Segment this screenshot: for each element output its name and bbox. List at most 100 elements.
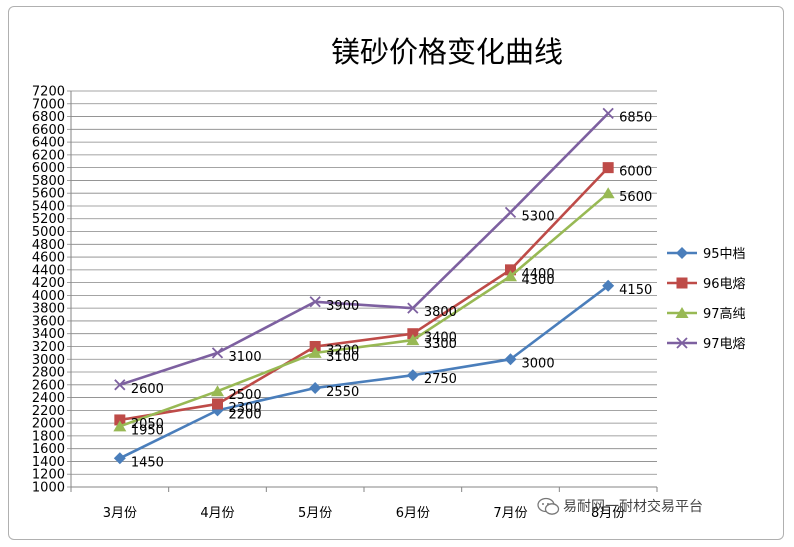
series — [113, 187, 615, 432]
data-point — [407, 302, 419, 314]
data-point — [211, 385, 224, 397]
y-tick-label: 2800 — [32, 366, 65, 381]
y-tick-label: 3600 — [32, 314, 65, 329]
data-point — [211, 347, 224, 359]
axes: 1000120014001600180020002200240026002800… — [32, 85, 658, 521]
data-label: 2550 — [326, 385, 359, 400]
y-tick-label: 3200 — [32, 340, 65, 355]
data-label: 6850 — [619, 110, 652, 125]
y-tick-label: 4200 — [32, 276, 65, 291]
y-tick-label: 5400 — [32, 199, 65, 214]
y-tick-label: 6600 — [32, 123, 65, 138]
y-tick-label: 2000 — [32, 417, 65, 432]
legend-label: 96电熔 — [703, 277, 746, 292]
data-label: 3900 — [326, 299, 359, 314]
watermark: 易耐网一耐材交易平台 — [537, 497, 703, 515]
data-point — [309, 296, 321, 308]
y-tick-label: 3000 — [32, 353, 65, 368]
x-tick-label: 8月份 — [591, 506, 625, 521]
y-tick-label: 6800 — [32, 110, 65, 125]
data-point — [601, 187, 615, 199]
data-point — [113, 420, 127, 432]
x-tick-label: 5月份 — [298, 506, 332, 521]
y-tick-label: 2200 — [32, 404, 65, 419]
data-label: 3100 — [229, 350, 262, 365]
y-tick-label: 7200 — [32, 85, 65, 100]
data-label: 6000 — [619, 165, 652, 180]
wechat-icon — [537, 497, 560, 515]
data-label: 5600 — [619, 190, 652, 205]
data-point — [308, 346, 322, 358]
data-point — [113, 452, 126, 465]
data-point — [504, 206, 517, 218]
x-tick-label: 7月份 — [493, 506, 527, 521]
data-point — [309, 382, 322, 394]
data-label: 3400 — [424, 331, 457, 346]
data-label: 3800 — [424, 305, 457, 320]
data-point — [602, 162, 614, 174]
y-tick-label: 5000 — [32, 225, 65, 240]
legend-label: 97电熔 — [703, 337, 746, 352]
legend-label: 95中档 — [703, 247, 746, 262]
data-point — [505, 264, 516, 276]
x-tick-label: 3月份 — [103, 506, 137, 521]
series — [114, 107, 614, 391]
legend-item: 97高纯 — [667, 306, 746, 322]
y-tick-label: 6000 — [32, 161, 65, 176]
data-label: 3100 — [326, 350, 359, 365]
legend-item: 96电熔 — [667, 277, 746, 292]
data-label: 2750 — [424, 372, 457, 387]
data-label: 2500 — [229, 388, 262, 403]
series-lines — [113, 107, 615, 465]
price-line-chart: 镁砂价格变化曲线 1000120014001600180020002200240… — [32, 35, 746, 521]
data-point — [504, 353, 517, 366]
y-tick-label: 2400 — [32, 391, 65, 406]
series-line — [119, 192, 610, 428]
y-tick-label: 4000 — [32, 289, 65, 304]
y-tick-label: 1200 — [32, 468, 65, 483]
data-point — [676, 277, 688, 289]
data-point — [212, 398, 223, 410]
x-tick-label: 4月份 — [200, 506, 234, 521]
data-point — [406, 369, 419, 382]
y-tick-label: 1400 — [32, 455, 65, 470]
data-label: 3000 — [522, 356, 555, 371]
data-label: 2600 — [131, 382, 164, 397]
series-line — [119, 166, 610, 422]
series-line — [119, 284, 609, 460]
y-tick-label: 2600 — [32, 378, 65, 393]
y-tick-label: 6200 — [32, 148, 65, 163]
data-point — [114, 414, 126, 426]
y-tick-label: 4600 — [32, 251, 65, 266]
legend-item: 97电熔 — [667, 337, 746, 352]
y-tick-label: 1600 — [32, 442, 65, 457]
legend-item: 95中档 — [667, 247, 746, 262]
data-point — [602, 279, 615, 292]
data-point — [675, 307, 689, 318]
data-label: 1950 — [131, 423, 164, 438]
data-label: 4150 — [619, 283, 652, 298]
data-point — [114, 379, 126, 391]
y-tick-label: 1000 — [32, 481, 65, 496]
data-label: 2050 — [131, 417, 164, 432]
data-point — [602, 107, 614, 119]
chart-title: 镁砂价格变化曲线 — [331, 35, 563, 69]
watermark-text: 易耐网一耐材交易平台 — [563, 498, 703, 515]
data-label: 3300 — [424, 337, 457, 352]
y-tick-label: 3400 — [32, 327, 65, 342]
series-line — [119, 112, 610, 387]
data-point — [406, 334, 420, 346]
y-tick-label: 5600 — [32, 187, 65, 202]
y-tick-label: 7000 — [32, 97, 65, 112]
y-tick-label: 6400 — [32, 136, 65, 151]
legend: 95中档 96电熔 97高纯 97电熔 — [667, 247, 746, 352]
data-label: 3200 — [326, 343, 359, 358]
data-label: 5300 — [522, 209, 555, 224]
data-label: 2200 — [229, 407, 262, 422]
y-tick-label: 1800 — [32, 429, 65, 444]
y-tick-label: 3800 — [32, 302, 65, 317]
x-tick-label: 6月份 — [396, 506, 430, 521]
y-tick-label: 4400 — [32, 263, 65, 278]
data-label: 4300 — [522, 273, 555, 288]
data-labels: 1450 2200 2550 2750 3000 4150 2050 2300 3200 3400… — [131, 110, 652, 470]
